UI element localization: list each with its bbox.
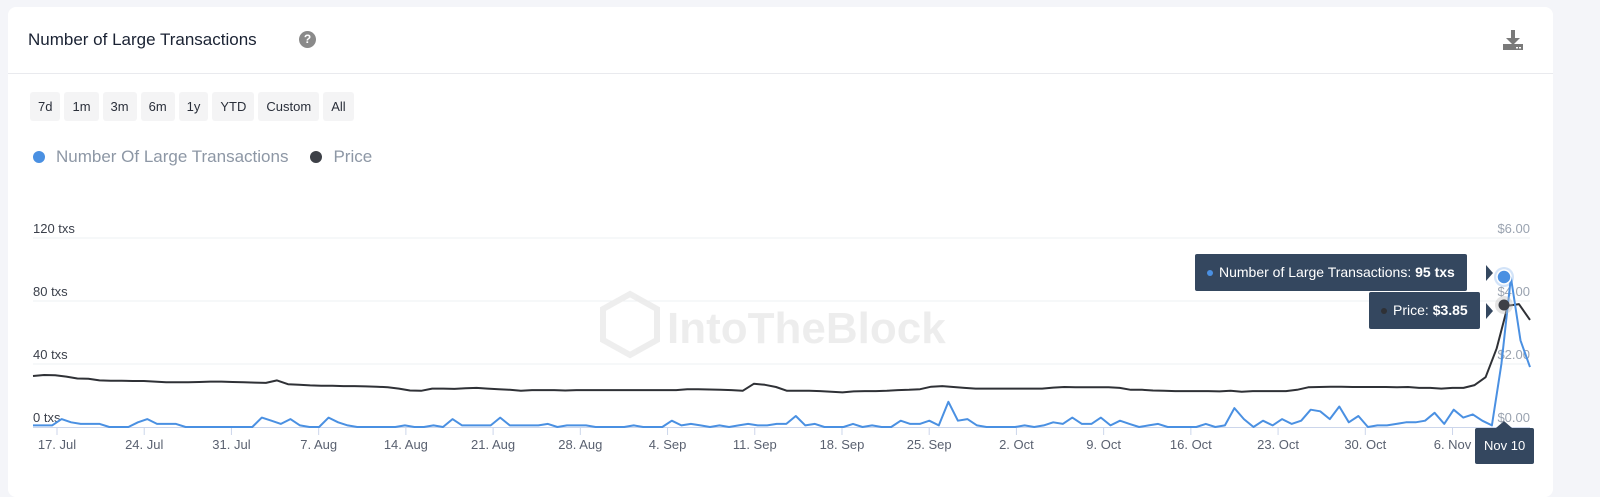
range-button-ytd[interactable]: YTD <box>212 92 255 121</box>
tooltip-value: $3.85 <box>1432 302 1468 318</box>
legend-label: Number Of Large Transactions <box>56 147 289 166</box>
x-axis-label: 4. Sep <box>649 437 687 452</box>
price-marker[interactable] <box>1498 299 1510 311</box>
y-axis-right-label: $2.00 <box>1497 347 1530 362</box>
range-button-3m[interactable]: 3m <box>102 92 137 121</box>
range-button-custom[interactable]: Custom <box>258 92 320 121</box>
tooltip-transactions: Number of Large Transactions: 95 txs <box>1195 254 1467 291</box>
tooltip-value: 95 txs <box>1415 264 1455 280</box>
x-axis-label: 17. Jul <box>38 437 76 452</box>
x-axis-label: 30. Oct <box>1344 437 1386 452</box>
legend-item-transactions[interactable]: Number Of Large Transactions <box>33 147 288 167</box>
chart-card: Number of Large Transactions ? <box>8 7 1553 497</box>
series-dot-icon <box>1207 270 1213 277</box>
tooltip-arrow <box>1496 421 1512 428</box>
range-button-7d[interactable]: 7d <box>30 92 61 121</box>
x-axis-label: 11. Sep <box>733 437 777 452</box>
y-axis-right-label: $0.00 <box>1497 410 1530 425</box>
watermark-logo: IntoTheBlock <box>600 290 946 359</box>
x-axis-label: 21. Aug <box>471 437 515 452</box>
legend-dot-icon <box>310 151 323 163</box>
x-axis-label: 7. Aug <box>300 437 337 452</box>
question-circle-icon[interactable]: ? <box>299 31 316 48</box>
tooltip-arrow <box>1486 265 1493 281</box>
y-axis-right-label: $6.00 <box>1497 221 1530 236</box>
tooltip-price: Price: $3.85 <box>1369 292 1480 329</box>
transactions-marker[interactable] <box>1496 269 1512 285</box>
x-axis-label: 31. Jul <box>212 437 250 452</box>
tooltip-arrow <box>1486 303 1493 319</box>
date-tooltip: Nov 10 <box>1475 428 1535 464</box>
y-axis-left-label: 80 txs <box>33 284 68 299</box>
chart-legend: Number Of Large Transactions Price <box>33 147 394 167</box>
x-axis-label: 9. Oct <box>1086 437 1121 452</box>
legend-dot-icon <box>33 151 45 163</box>
range-button-6m[interactable]: 6m <box>140 92 175 121</box>
chart-title: Number of Large Transactions <box>28 30 257 49</box>
range-button-1m[interactable]: 1m <box>64 92 99 121</box>
y-axis-left-label: 0 txs <box>33 410 61 425</box>
range-button-1y[interactable]: 1y <box>178 92 209 121</box>
x-axis-label: 24. Jul <box>125 437 163 452</box>
time-range-selector: 7d 1m 3m 6m 1y YTD Custom All <box>30 92 354 121</box>
x-axis-label: 6. Nov <box>1434 437 1472 452</box>
tooltip-label: Number of Large Transactions: <box>1219 264 1416 280</box>
x-axis-label: 14. Aug <box>384 437 428 452</box>
transactions-line[interactable] <box>33 276 1531 428</box>
x-axis-label: 28. Aug <box>558 437 602 452</box>
legend-item-price[interactable]: Price <box>310 147 372 167</box>
legend-label: Price <box>333 147 373 166</box>
x-axis-label: 2. Oct <box>999 437 1034 452</box>
y-axis-left-label: 120 txs <box>33 221 75 236</box>
tooltip-label: Price: <box>1393 302 1433 318</box>
x-axis-label: 25. Sep <box>907 437 952 452</box>
download-icon[interactable] <box>1502 29 1524 51</box>
x-axis-label: 18. Sep <box>820 437 865 452</box>
series-dot-icon <box>1381 308 1387 315</box>
range-button-all[interactable]: All <box>323 92 354 121</box>
price-line[interactable] <box>32 303 1531 394</box>
svg-text:IntoTheBlock: IntoTheBlock <box>667 304 946 353</box>
x-axis-label: 16. Oct <box>1170 437 1212 452</box>
x-axis-label: 23. Oct <box>1257 437 1299 452</box>
card-header: Number of Large Transactions ? <box>8 7 1553 74</box>
y-axis-left-label: 40 txs <box>33 347 68 362</box>
